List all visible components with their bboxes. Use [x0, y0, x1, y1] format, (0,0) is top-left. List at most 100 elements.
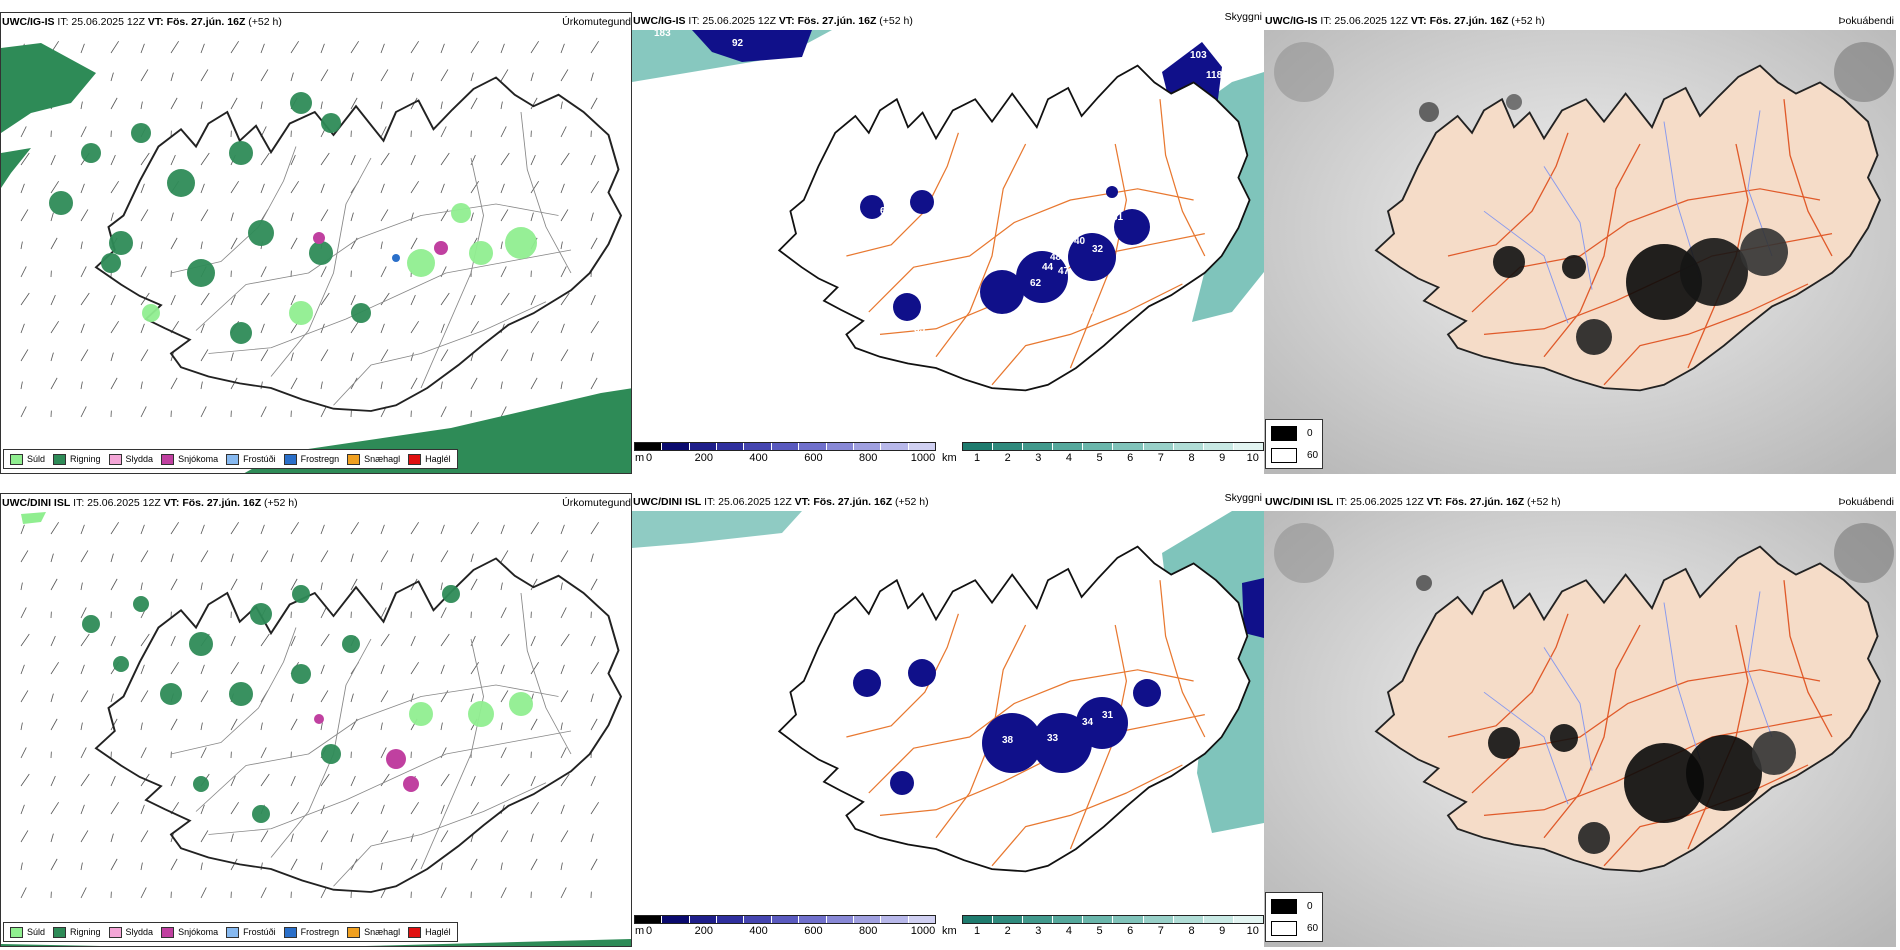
wind-barb [531, 353, 533, 361]
wind-barb [261, 102, 262, 109]
wind-barb [81, 830, 88, 842]
wind-barb [501, 583, 502, 590]
wind-barb [471, 41, 479, 53]
wind-barb [201, 747, 206, 758]
wind-barb [291, 238, 297, 249]
legend-item: Súld [10, 927, 45, 938]
wind-barb [141, 747, 146, 758]
wind-barb [561, 747, 566, 758]
tick-label: 800 [859, 925, 877, 937]
wind-barb [351, 522, 359, 534]
wind-barb [381, 550, 388, 562]
rain-area [133, 596, 149, 612]
wind-barb [591, 776, 595, 786]
valid-time: Fös. 27.jún. 16Z [1430, 15, 1509, 27]
visibility-unit: km [942, 452, 957, 464]
drizzle-area [409, 702, 433, 726]
wind-barb [291, 636, 295, 646]
tick-label: 10 [1247, 925, 1259, 937]
wind-barb [321, 102, 322, 109]
wind-barb [561, 382, 562, 389]
wind-barb [81, 324, 84, 333]
wind-barb [291, 73, 293, 81]
legend-swatch [10, 454, 23, 465]
visibility-map: 1839210311855634531403248444762375335 [632, 12, 1264, 474]
tick-label: 800 [859, 452, 877, 464]
tick-label: 4 [1066, 925, 1072, 937]
wind-barb [441, 830, 448, 842]
visibility-map: 703638333431413753 [632, 493, 1264, 947]
wind-barb [591, 802, 599, 814]
snow-area [386, 749, 406, 769]
wind-barb [141, 863, 142, 870]
wind-barb [111, 834, 113, 842]
wind-barb [201, 69, 208, 81]
tick-label: 5 [1097, 925, 1103, 937]
wind-barb [411, 155, 415, 165]
panel-title: Úrkomutegund [562, 494, 631, 512]
wind-barb [351, 776, 355, 786]
wind-barb [351, 73, 353, 81]
valid-time: Fös. 27.jún. 16Z [1445, 496, 1524, 508]
wind-barb [51, 295, 55, 305]
wind-barb [111, 181, 119, 193]
wind-barb [171, 378, 177, 389]
wind-barb [471, 213, 473, 221]
wind-barb [201, 525, 204, 534]
wind-barb [81, 126, 86, 137]
wind-barb [561, 324, 564, 333]
precip-panel-top: UWC/IG-IS IT: 25.06.2025 12Z VT: Fös. 27… [0, 12, 632, 474]
wind-barb [441, 184, 444, 193]
wind-barb [441, 583, 442, 590]
wind-barb [471, 73, 473, 81]
wind-barb [411, 378, 417, 389]
wind-barb [591, 522, 599, 534]
wind-barb [441, 774, 449, 786]
colorbar-segment [963, 916, 993, 923]
wind-barb [501, 153, 509, 165]
wind-barb [261, 153, 269, 165]
legend-item: 0 [1271, 899, 1313, 914]
legend-label: Súld [27, 927, 45, 937]
wind-barb [411, 859, 417, 870]
legend-item: Snæhagl [347, 927, 400, 938]
tick-label: 8 [1188, 452, 1194, 464]
rain-area [113, 656, 129, 672]
wind-barb [381, 44, 384, 53]
fog-area [1740, 228, 1788, 276]
wind-barb [321, 209, 328, 221]
low-ceiling-area [890, 771, 914, 795]
wind-barb [201, 242, 202, 249]
wind-barb [141, 723, 142, 730]
wind-barb [501, 184, 504, 193]
tick-label: 600 [804, 925, 822, 937]
wind-barb [441, 805, 444, 814]
wind-barb [111, 522, 119, 534]
ceiling-value-label: 55 [900, 192, 912, 203]
issue-time: IT: 25.06.2025 12Z [688, 15, 776, 27]
wind-barb [51, 181, 59, 193]
rain-area [101, 253, 121, 273]
iceland-coastline [96, 78, 621, 412]
wind-barb [351, 802, 359, 814]
wind-barb [51, 378, 57, 389]
tick-label: 1 [974, 925, 980, 937]
wind-barb [21, 382, 22, 389]
wind-barb [171, 238, 177, 249]
wind-barb [321, 830, 328, 842]
ceiling-value-label: 47 [1058, 266, 1070, 277]
wind-barb [81, 774, 89, 786]
wind-barb [501, 774, 509, 786]
wind-barb [51, 353, 53, 361]
wind-barb [51, 802, 59, 814]
wind-barb [411, 41, 419, 53]
wind-barb [21, 550, 28, 562]
legend-swatch [347, 454, 360, 465]
wind-barb [231, 73, 233, 81]
legend-label: Haglél [425, 927, 451, 937]
wind-barb [561, 525, 564, 534]
wind-barb [411, 636, 415, 646]
wind-barb [441, 324, 444, 333]
wind-barb [591, 554, 593, 562]
wind-barb [471, 98, 477, 109]
